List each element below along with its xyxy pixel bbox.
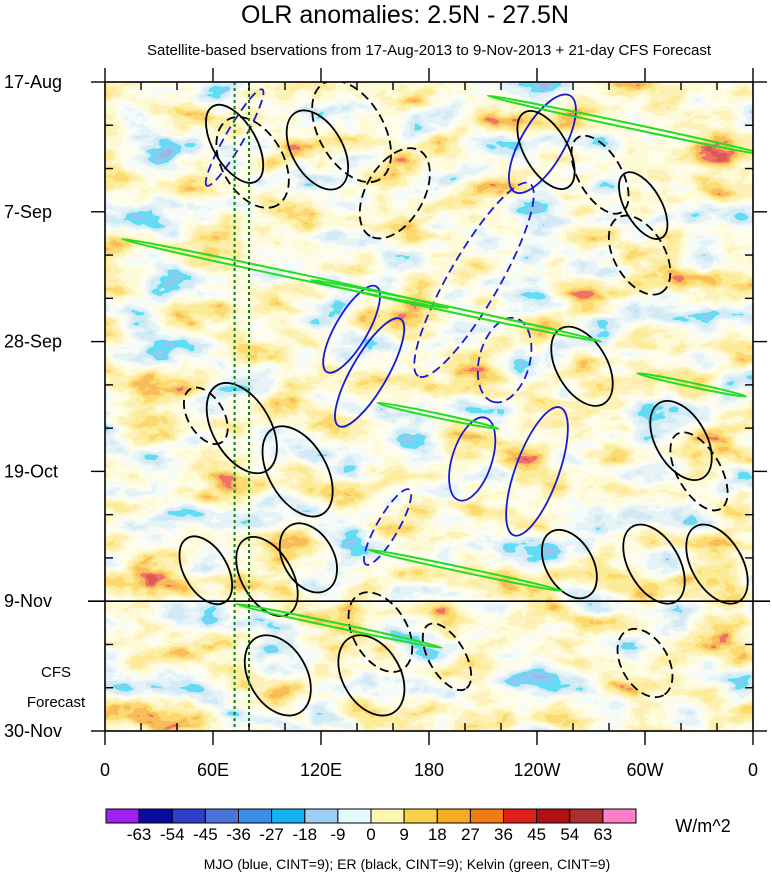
x-tick-label: 0: [748, 760, 758, 780]
colorbar-swatch: [403, 808, 438, 824]
er-contour: [541, 529, 598, 600]
colorbar-label: -54: [160, 825, 185, 844]
colorbar-label: 54: [560, 825, 579, 844]
mjo-contour: [322, 284, 381, 374]
colorbar-label: -9: [330, 825, 345, 844]
forecast-label-line1: CFS: [41, 664, 71, 681]
er-contour: [178, 535, 234, 606]
contour-legend-note: MJO (blue, CINT=9); ER (black, CINT=9); …: [204, 856, 611, 872]
mjo-contours: [204, 88, 577, 566]
y-tick-label: 17-Aug: [4, 72, 62, 92]
colorbar-label: -63: [127, 825, 152, 844]
kelvin-contour: [376, 401, 500, 430]
er-contour: [261, 425, 334, 518]
er-contour: [182, 386, 229, 445]
y-tick-label: 19-Oct: [4, 461, 58, 481]
chart-title: OLR anomalies: 2.5N - 27.5N: [241, 1, 569, 29]
mjo-contour: [507, 93, 577, 195]
kelvin-contours: [120, 94, 753, 649]
mjo-contour: [505, 406, 569, 537]
colorbar-swatch: [536, 808, 571, 824]
colorbar-units: W/m^2: [675, 816, 730, 836]
colorbar-swatch: [304, 808, 339, 824]
colorbar-swatch: [238, 808, 273, 824]
mjo-contour: [476, 316, 533, 404]
er-contour: [285, 109, 350, 191]
colorbar-label: 45: [527, 825, 546, 844]
colorbar-swatch: [436, 808, 471, 824]
colorbar-label: 18: [428, 825, 447, 844]
colorbar-label: -36: [226, 825, 251, 844]
er-contour: [516, 110, 576, 190]
er-contour: [616, 627, 674, 699]
er-contour: [347, 591, 414, 673]
x-tick-label: 60W: [626, 760, 663, 780]
y-axis: 17-Aug 7-Sep 28-Sep 19-Oct 9-Nov 30-Nov: [4, 72, 767, 741]
colorbar-swatch: [204, 808, 239, 824]
er-contour: [618, 171, 669, 240]
plot-area: [105, 82, 753, 731]
x-tick-label: 120W: [513, 760, 560, 780]
er-contour: [337, 634, 406, 717]
reference-lines: [233, 82, 250, 731]
colorbar: -63 -54 -45 -36 -27 -18 -9 0 9 18 27 36 45 54 63: [105, 808, 637, 844]
colorbar-swatch: [370, 808, 405, 824]
mjo-contour: [334, 317, 406, 428]
kelvin-contour: [636, 372, 748, 398]
y-tick-label: 9-Nov: [4, 591, 52, 611]
y-tick-label: 7-Sep: [4, 202, 52, 222]
colorbar-swatch: [271, 808, 306, 824]
er-contour: [358, 147, 431, 240]
kelvin-contour: [235, 602, 443, 649]
colorbar-swatch: [569, 808, 604, 824]
colorbar-label: 27: [461, 825, 480, 844]
er-contour: [550, 325, 614, 407]
kelvin-contour: [309, 278, 603, 343]
colorbar-swatch: [171, 808, 206, 824]
forecast-label-line2: Forecast: [27, 694, 86, 711]
colorbar-swatch: [602, 808, 637, 824]
chart-subtitle: Satellite-based bservations from 17-Aug-…: [147, 42, 712, 59]
er-contour: [205, 103, 265, 184]
er-contour: [311, 82, 392, 184]
mjo-contour: [413, 181, 535, 378]
colorbar-label: -18: [293, 825, 318, 844]
er-contour: [243, 634, 312, 717]
colorbar-swatch: [105, 808, 140, 824]
x-tick-label: 120E: [300, 760, 342, 780]
colorbar-swatch: [503, 808, 538, 824]
x-tick-label: 60E: [197, 760, 229, 780]
colorbar-label: 63: [593, 825, 612, 844]
colorbar-label: -45: [193, 825, 218, 844]
kelvin-contour: [367, 548, 563, 592]
colorbar-label: -27: [259, 825, 284, 844]
x-tick-label: 180: [414, 760, 444, 780]
er-contour: [607, 214, 672, 296]
olr-anomaly-field: [105, 82, 753, 731]
mjo-contour: [363, 488, 413, 566]
kelvin-contour: [486, 94, 753, 156]
colorbar-swatch: [469, 808, 504, 824]
colorbar-label: 0: [366, 825, 375, 844]
colorbar-label: 36: [494, 825, 513, 844]
mjo-contour: [448, 416, 497, 502]
y-tick-label: 28-Sep: [4, 332, 62, 352]
y-tick-label: 30-Nov: [4, 721, 62, 741]
er-contour: [215, 116, 290, 209]
x-tick-label: 0: [100, 760, 110, 780]
kelvin-contour: [120, 237, 450, 310]
colorbar-swatch: [337, 808, 372, 824]
er-contour: [649, 400, 713, 481]
x-axis: 0 60E 120E 180 120W 60W 0: [100, 68, 758, 780]
er-contour: [421, 622, 473, 692]
mjo-contour: [204, 88, 265, 187]
colorbar-label: 9: [399, 825, 408, 844]
colorbar-swatch: [138, 808, 173, 824]
er-contour: [278, 522, 338, 594]
